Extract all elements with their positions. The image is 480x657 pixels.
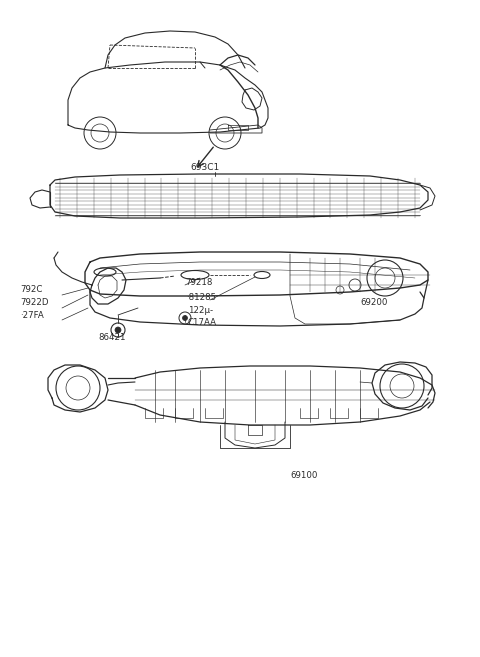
Text: C17AA: C17AA	[188, 318, 217, 327]
Text: 7922D: 7922D	[20, 298, 48, 307]
Text: 792C: 792C	[20, 285, 42, 294]
Circle shape	[115, 327, 121, 333]
Text: 69100: 69100	[290, 471, 317, 480]
Text: 69200: 69200	[360, 298, 387, 307]
Text: ·27FA: ·27FA	[20, 311, 44, 320]
Text: 86421: 86421	[98, 333, 125, 342]
Circle shape	[182, 315, 188, 321]
Text: 79218: 79218	[185, 278, 212, 287]
Text: 122µ-: 122µ-	[188, 306, 213, 315]
Text: ·81285: ·81285	[186, 293, 216, 302]
Text: 693C1: 693C1	[190, 163, 219, 172]
